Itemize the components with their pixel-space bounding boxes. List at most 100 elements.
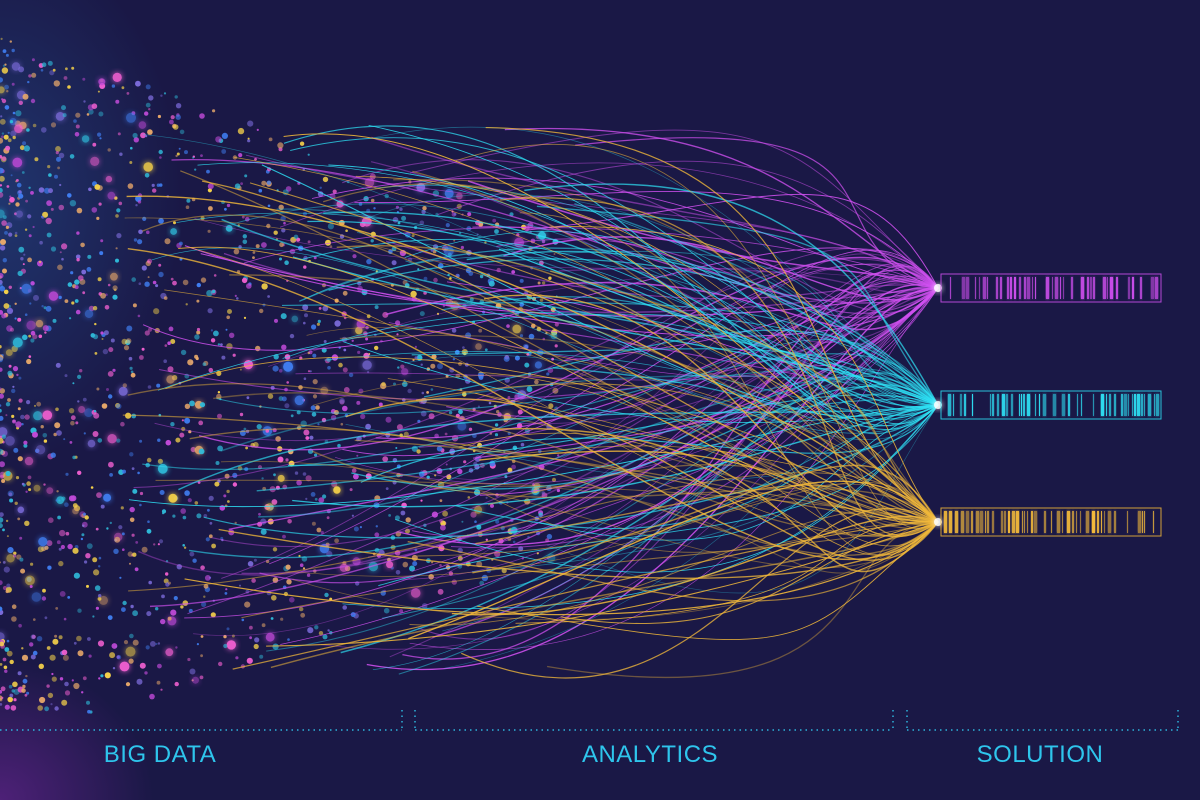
data-particle [161, 594, 165, 599]
data-particle [322, 494, 327, 499]
data-particle [0, 461, 5, 468]
data-particle [183, 546, 187, 549]
data-particle [435, 212, 439, 216]
data-particle [237, 127, 245, 135]
data-particle [28, 234, 32, 238]
data-particle [217, 413, 222, 419]
data-particle [226, 489, 230, 494]
data-particle [401, 215, 407, 221]
data-particle [168, 581, 171, 585]
data-particle [22, 93, 29, 100]
data-particle [30, 634, 36, 640]
barcode-stripe [976, 511, 979, 533]
stream-line [197, 162, 939, 406]
data-particle [204, 575, 211, 581]
data-particle [81, 135, 90, 143]
data-particle [511, 459, 516, 464]
data-particle [55, 499, 58, 502]
data-particle [382, 456, 389, 462]
data-particle [322, 305, 329, 312]
barcode-stripe [1062, 394, 1065, 416]
data-particle [31, 58, 35, 62]
data-particle [1, 434, 6, 439]
data-particle [396, 333, 399, 336]
data-particle [305, 497, 308, 500]
data-particle [273, 230, 278, 235]
data-particle [209, 521, 213, 525]
stream-line [485, 494, 939, 553]
barcode-stripe [1024, 511, 1025, 533]
data-particle [272, 428, 277, 433]
data-particle [221, 149, 227, 154]
data-particle [32, 431, 38, 438]
data-particle [91, 207, 98, 213]
data-particle [133, 137, 139, 143]
data-particle [270, 617, 274, 620]
data-particle [128, 658, 134, 664]
barcode-stripe [964, 394, 966, 416]
data-particle [20, 568, 26, 574]
data-particle [231, 634, 235, 638]
data-particle [17, 190, 23, 196]
data-particle [184, 150, 188, 155]
data-particle [92, 334, 99, 340]
data-particle [11, 414, 15, 418]
data-particle [32, 123, 37, 128]
data-particle [129, 562, 131, 565]
data-particle [216, 393, 222, 400]
data-particle [281, 228, 286, 233]
data-particle [239, 584, 241, 587]
data-particle [135, 204, 138, 207]
data-particle [551, 357, 554, 361]
data-particle [107, 191, 116, 200]
data-particle [64, 681, 69, 687]
data-particle [129, 161, 133, 164]
analytics-stream-lines [122, 125, 942, 679]
stream-line [483, 294, 939, 538]
data-particle [25, 490, 28, 493]
data-particle [0, 367, 3, 372]
barcode-stripe [1077, 394, 1078, 416]
data-particle [46, 232, 52, 238]
data-particle [29, 585, 33, 588]
data-particle [112, 72, 122, 82]
data-particle [167, 341, 171, 346]
barcode-stripe [1087, 277, 1089, 299]
stream-line [133, 258, 939, 489]
barcode-stripe [950, 277, 951, 299]
data-particle [206, 169, 210, 174]
data-particle [73, 641, 77, 645]
data-particle [421, 209, 426, 215]
data-particle [437, 588, 444, 595]
barcode-stripe [1031, 511, 1033, 533]
data-particle [4, 647, 10, 652]
stream-line [374, 184, 939, 406]
data-particle [0, 641, 5, 647]
barcode-stripe [1106, 394, 1107, 416]
data-particle [1, 67, 9, 74]
data-particle [258, 188, 263, 193]
data-particle [23, 145, 30, 152]
data-particle [145, 645, 150, 650]
data-particle [352, 254, 357, 259]
data-particle [506, 324, 510, 328]
data-particle [275, 436, 281, 442]
data-particle [285, 564, 291, 570]
data-particle [27, 214, 32, 219]
data-particle [196, 643, 199, 646]
data-particle [374, 345, 379, 351]
stream-line [221, 248, 939, 579]
data-particle [192, 558, 197, 563]
data-particle [285, 458, 289, 462]
barcode-stripe [966, 511, 969, 533]
data-particle [111, 84, 116, 88]
stream-line [368, 125, 939, 425]
data-particle [1, 313, 7, 319]
data-particle [200, 654, 204, 658]
data-particle [152, 280, 157, 285]
data-particle [244, 601, 251, 608]
data-particle [0, 388, 5, 394]
barcode-stripe [949, 511, 952, 533]
barcode-stripe [1022, 511, 1023, 533]
data-particle [100, 674, 104, 678]
